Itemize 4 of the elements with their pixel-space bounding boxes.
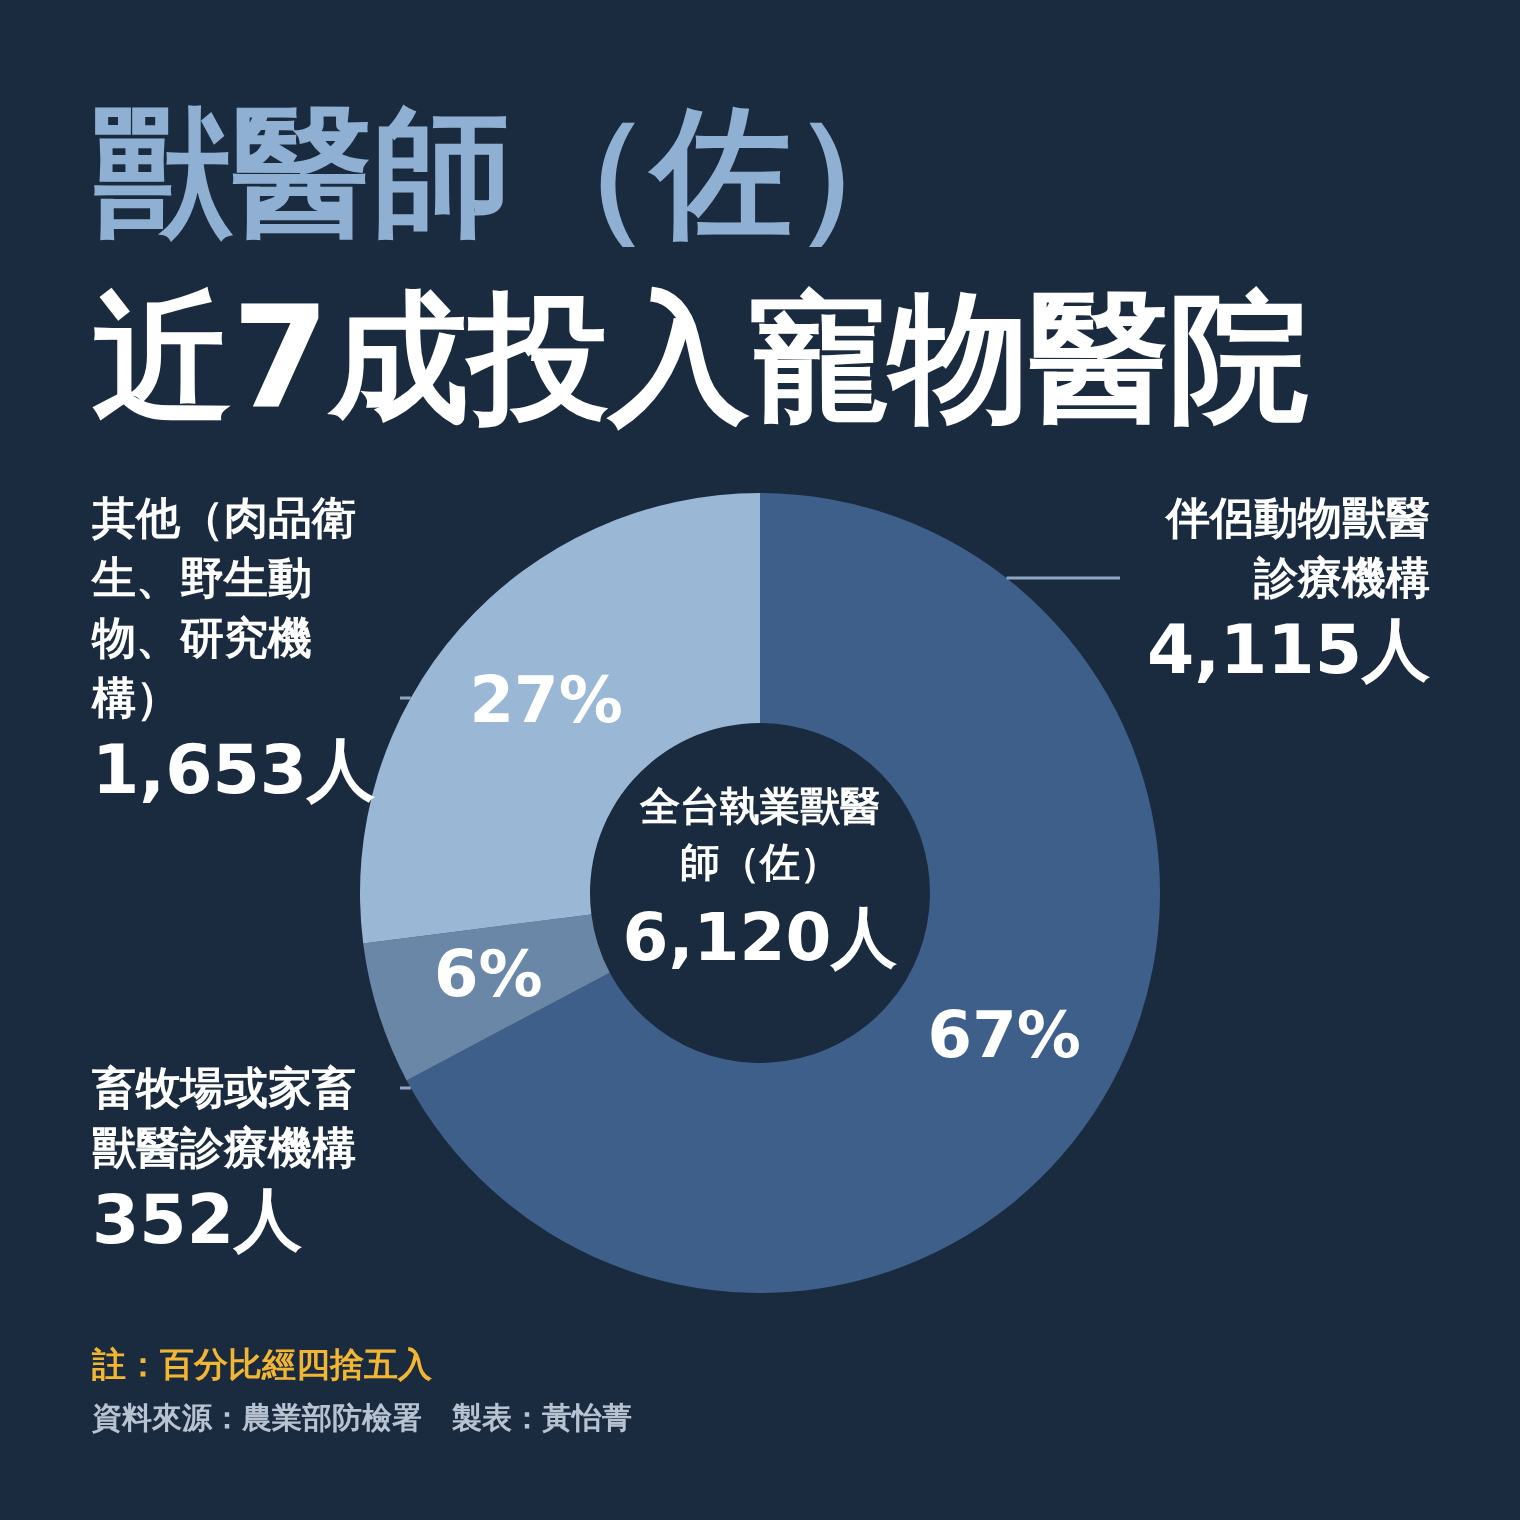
center-label: 全台執業獸醫師（佐） xyxy=(640,782,880,887)
center-value: 6,120人 xyxy=(621,900,899,976)
subtitle: 近7成投入寵物醫院 xyxy=(92,275,1310,441)
title: 獸醫師（佐） xyxy=(92,90,932,256)
